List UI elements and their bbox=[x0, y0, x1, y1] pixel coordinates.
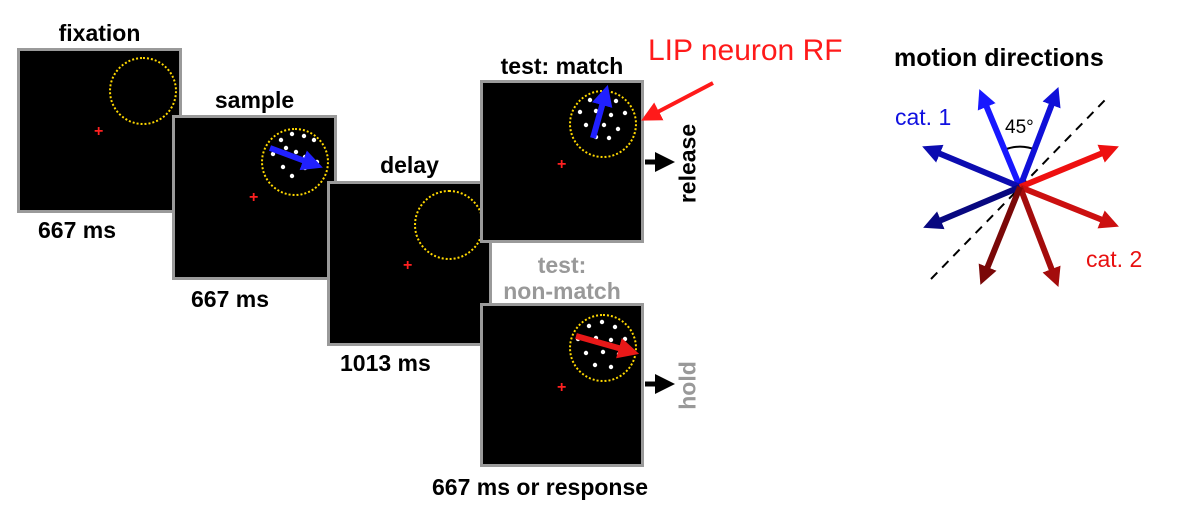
test-nonmatch-title-line2: non-match bbox=[503, 278, 621, 304]
rf-label: LIP neuron RF bbox=[648, 34, 843, 67]
sample-title: sample bbox=[214, 87, 295, 113]
motion-title: motion directions bbox=[894, 44, 1104, 72]
match-motion-arrow bbox=[590, 84, 613, 139]
delay-frame: + bbox=[327, 181, 492, 346]
rf-circle bbox=[109, 57, 177, 125]
test-match-title: test: match bbox=[500, 53, 624, 79]
fixation-cross: + bbox=[94, 123, 104, 140]
fixation-frame: + bbox=[17, 48, 182, 213]
fixation-duration: 667 ms bbox=[38, 217, 117, 243]
delay-duration: 1013 ms bbox=[340, 350, 431, 376]
fixation-cross: + bbox=[557, 379, 567, 396]
direction-star bbox=[922, 87, 1119, 287]
rf-pointer-arrow bbox=[641, 81, 714, 121]
cat1-label: cat. 1 bbox=[895, 104, 952, 130]
fixation-title: fixation bbox=[58, 20, 141, 46]
sample-motion-arrow bbox=[268, 145, 323, 171]
nonmatch-motion-arrow bbox=[575, 333, 640, 359]
sample-duration: 667 ms bbox=[191, 286, 270, 312]
fixation-cross: + bbox=[249, 189, 259, 206]
rf-circle bbox=[261, 128, 329, 196]
test-duration: 667 ms or response bbox=[432, 474, 649, 500]
test-nonmatch-title-line1: test: bbox=[537, 252, 587, 278]
test-match-frame: + bbox=[480, 80, 644, 243]
angle-label: 45° bbox=[1005, 117, 1034, 138]
cat2-label: cat. 2 bbox=[1086, 246, 1143, 272]
test-nonmatch-frame: + bbox=[480, 303, 644, 467]
fixation-cross: + bbox=[557, 156, 567, 173]
delay-title: delay bbox=[380, 152, 439, 178]
fixation-cross: + bbox=[403, 257, 413, 274]
